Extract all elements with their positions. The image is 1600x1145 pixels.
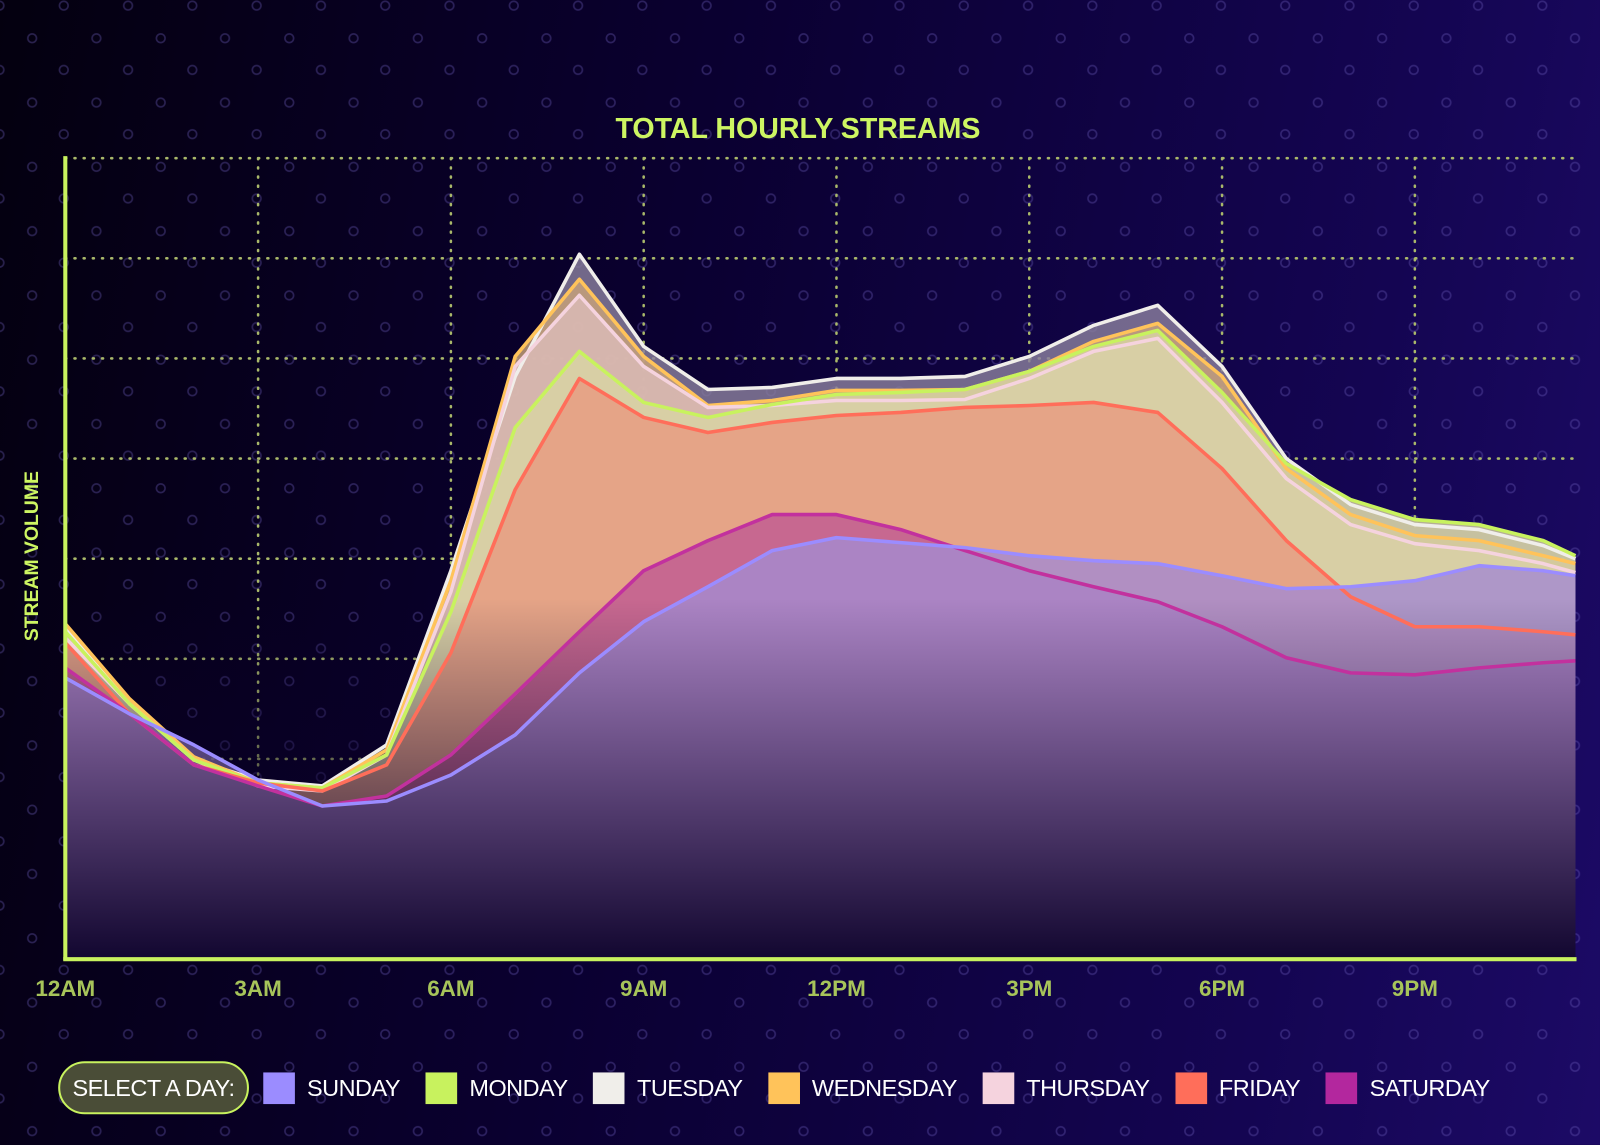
- legend-item-monday[interactable]: MONDAY: [425, 1071, 568, 1104]
- legend-label: SUNDAY: [306, 1073, 401, 1101]
- y-axis-label: STREAM VOLUME: [21, 471, 43, 641]
- chart-title: TOTAL HOURLY STREAMS: [615, 113, 980, 145]
- x-tick-label: 12AM: [35, 976, 95, 1001]
- legend-label: SATURDAY: [1369, 1073, 1491, 1101]
- legend-swatch: [593, 1071, 625, 1104]
- legend-label: MONDAY: [469, 1073, 568, 1101]
- legend-label: THURSDAY: [1026, 1073, 1150, 1101]
- legend-item-wednesday[interactable]: WEDNESDAY: [768, 1071, 957, 1104]
- legend-swatch: [1175, 1071, 1207, 1104]
- day-legend: SELECT A DAY: SUNDAY MONDAY TUESDAY WEDNESD…: [58, 1061, 1515, 1115]
- legend-item-saturday[interactable]: SATURDAY: [1325, 1071, 1491, 1104]
- x-tick-label: 3AM: [234, 976, 281, 1001]
- legend-label: TUESDAY: [637, 1073, 743, 1101]
- legend-swatch: [425, 1071, 458, 1104]
- legend-item-sunday[interactable]: SUNDAY: [263, 1071, 401, 1104]
- legend-swatch: [263, 1071, 295, 1104]
- select-day-label: SELECT A DAY:: [58, 1061, 249, 1115]
- x-tick-label: 9PM: [1392, 976, 1438, 1001]
- x-tick-label: 12PM: [807, 976, 866, 1001]
- line-friday: [63, 376, 1576, 793]
- legend-swatch: [768, 1071, 800, 1104]
- x-tick-label: 6AM: [427, 976, 474, 1001]
- x-tick-labels: 12AM 3AM 6AM 9AM 12PM 3PM 6PM 9PM: [35, 976, 1438, 1001]
- legend-label: FRIDAY: [1218, 1073, 1301, 1101]
- line-sunday: [64, 535, 1576, 808]
- x-tick-label: 6PM: [1199, 976, 1245, 1001]
- legend-swatch: [1325, 1071, 1358, 1104]
- x-tick-label: 9AM: [620, 976, 667, 1001]
- legend-swatch: [982, 1071, 1015, 1104]
- bottom-fade: [65, 158, 1576, 960]
- series-lines: [63, 252, 1577, 808]
- x-tick-label: 3PM: [1006, 976, 1052, 1001]
- line-monday: [63, 328, 1577, 790]
- legend-item-friday[interactable]: FRIDAY: [1175, 1071, 1301, 1104]
- legend-item-thursday[interactable]: THURSDAY: [982, 1071, 1150, 1104]
- legend-item-tuesday[interactable]: TUESDAY: [593, 1071, 743, 1104]
- legend-label: WEDNESDAY: [811, 1073, 957, 1101]
